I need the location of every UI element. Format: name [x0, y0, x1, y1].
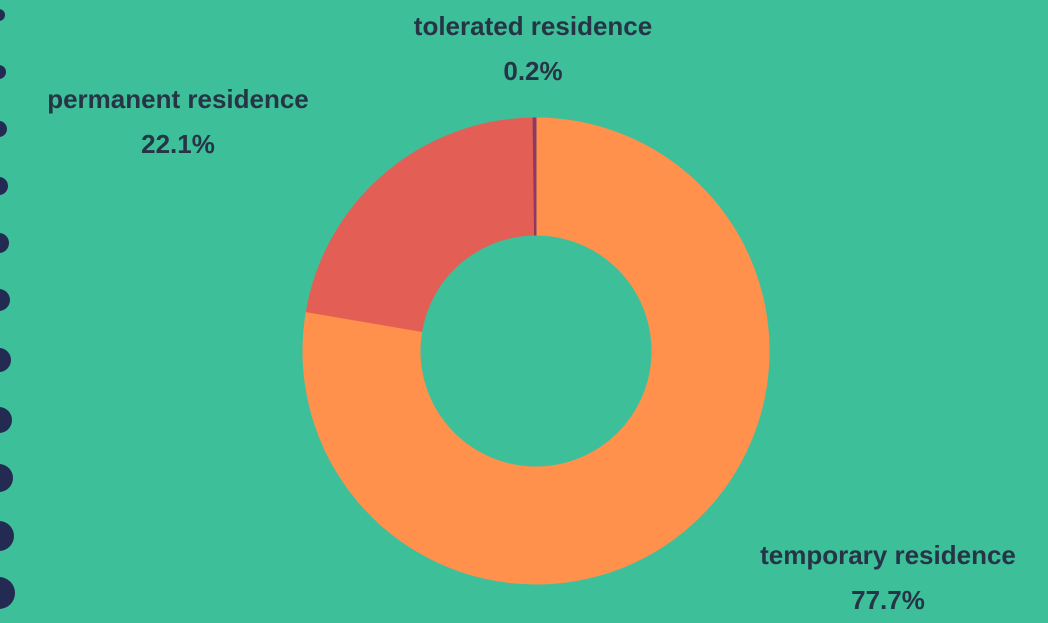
dot	[0, 407, 12, 433]
dot	[0, 9, 5, 21]
slice-value-label: 77.7%	[851, 585, 925, 615]
dot	[0, 65, 6, 79]
dot	[0, 289, 10, 311]
dot	[0, 121, 7, 137]
slice-value-label: 22.1%	[141, 129, 215, 159]
slice-label: tolerated residence	[414, 11, 652, 41]
dot	[0, 577, 15, 609]
donut-slice	[532, 117, 537, 236]
slice-label: temporary residence	[760, 540, 1016, 570]
slice-label: permanent residence	[47, 84, 309, 114]
decorative-dots	[0, 9, 15, 609]
dot	[0, 233, 9, 253]
donut-slice	[305, 117, 536, 332]
slice-value-label: 0.2%	[503, 56, 562, 86]
dot	[0, 348, 11, 372]
donut-slice	[302, 117, 770, 585]
dot	[0, 521, 14, 551]
dot	[0, 177, 8, 195]
dot	[0, 464, 13, 492]
